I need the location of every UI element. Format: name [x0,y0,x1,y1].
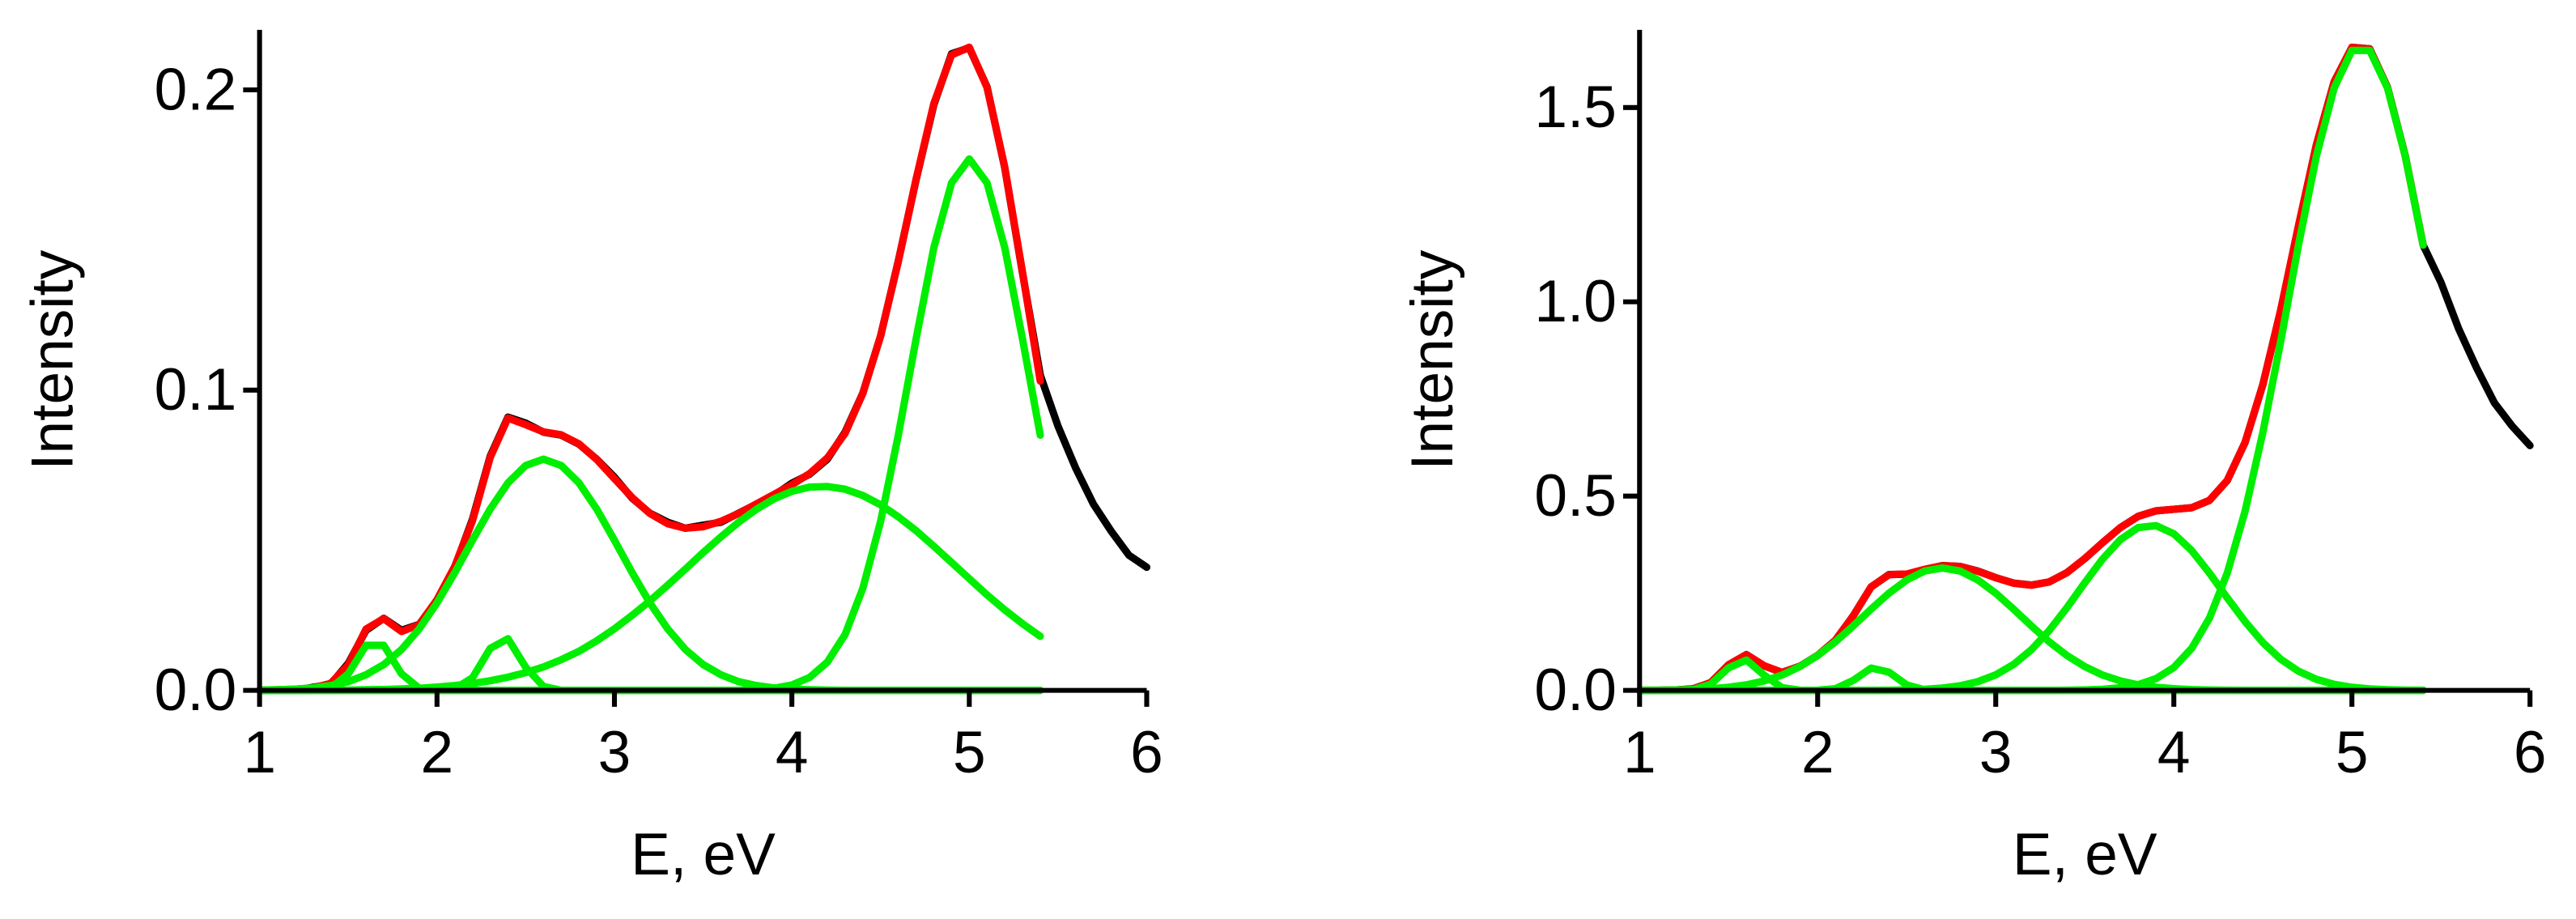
data-line [1635,43,2427,695]
x-tick-label: 2 [1801,720,1834,785]
data-line [1635,43,2534,695]
x-tick-label: 5 [953,720,986,785]
x-tick-label: 4 [2157,720,2191,785]
y-axis-title: Intensity [19,249,85,470]
data-line [256,44,1151,695]
x-tick-label: 5 [2336,720,2369,785]
x-tick-label: 3 [1979,720,2013,785]
x-tick-label: 6 [2514,720,2547,785]
x-tick-label: 3 [598,720,631,785]
x-tick-label: 4 [776,720,809,785]
x-tick-label: 2 [420,720,453,785]
y-axis-title: Intensity [1400,249,1465,470]
y-tick-label: 1.5 [1534,74,1617,140]
y-tick-label: 0.1 [155,357,237,423]
data-line [1635,46,2427,695]
x-axis-title: E, eV [2013,822,2157,887]
data-line [256,155,1044,695]
x-tick-label: 1 [1623,720,1656,785]
y-tick-label: 0.5 [1534,463,1617,529]
y-tick-label: 0.0 [155,657,237,723]
x-tick-label: 1 [243,720,276,785]
y-tick-label: 1.0 [1534,269,1617,334]
data-line [256,455,1044,695]
y-tick-label: 0.2 [155,57,237,122]
y-tick-label: 0.0 [1534,657,1617,723]
x-axis-title: E, eV [631,822,776,887]
x-tick-label: 6 [1130,720,1163,785]
data-line [256,43,1044,694]
